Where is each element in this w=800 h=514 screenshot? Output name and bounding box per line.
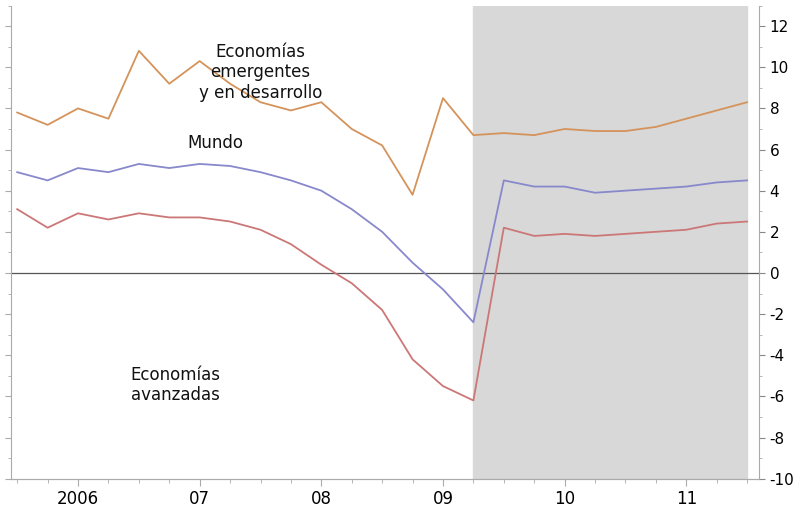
Text: Mundo: Mundo — [187, 134, 243, 152]
Text: Economías
avanzadas: Economías avanzadas — [130, 365, 220, 405]
Text: Economías
emergentes
y en desarrollo: Economías emergentes y en desarrollo — [199, 43, 322, 102]
Bar — [474, 6, 747, 479]
